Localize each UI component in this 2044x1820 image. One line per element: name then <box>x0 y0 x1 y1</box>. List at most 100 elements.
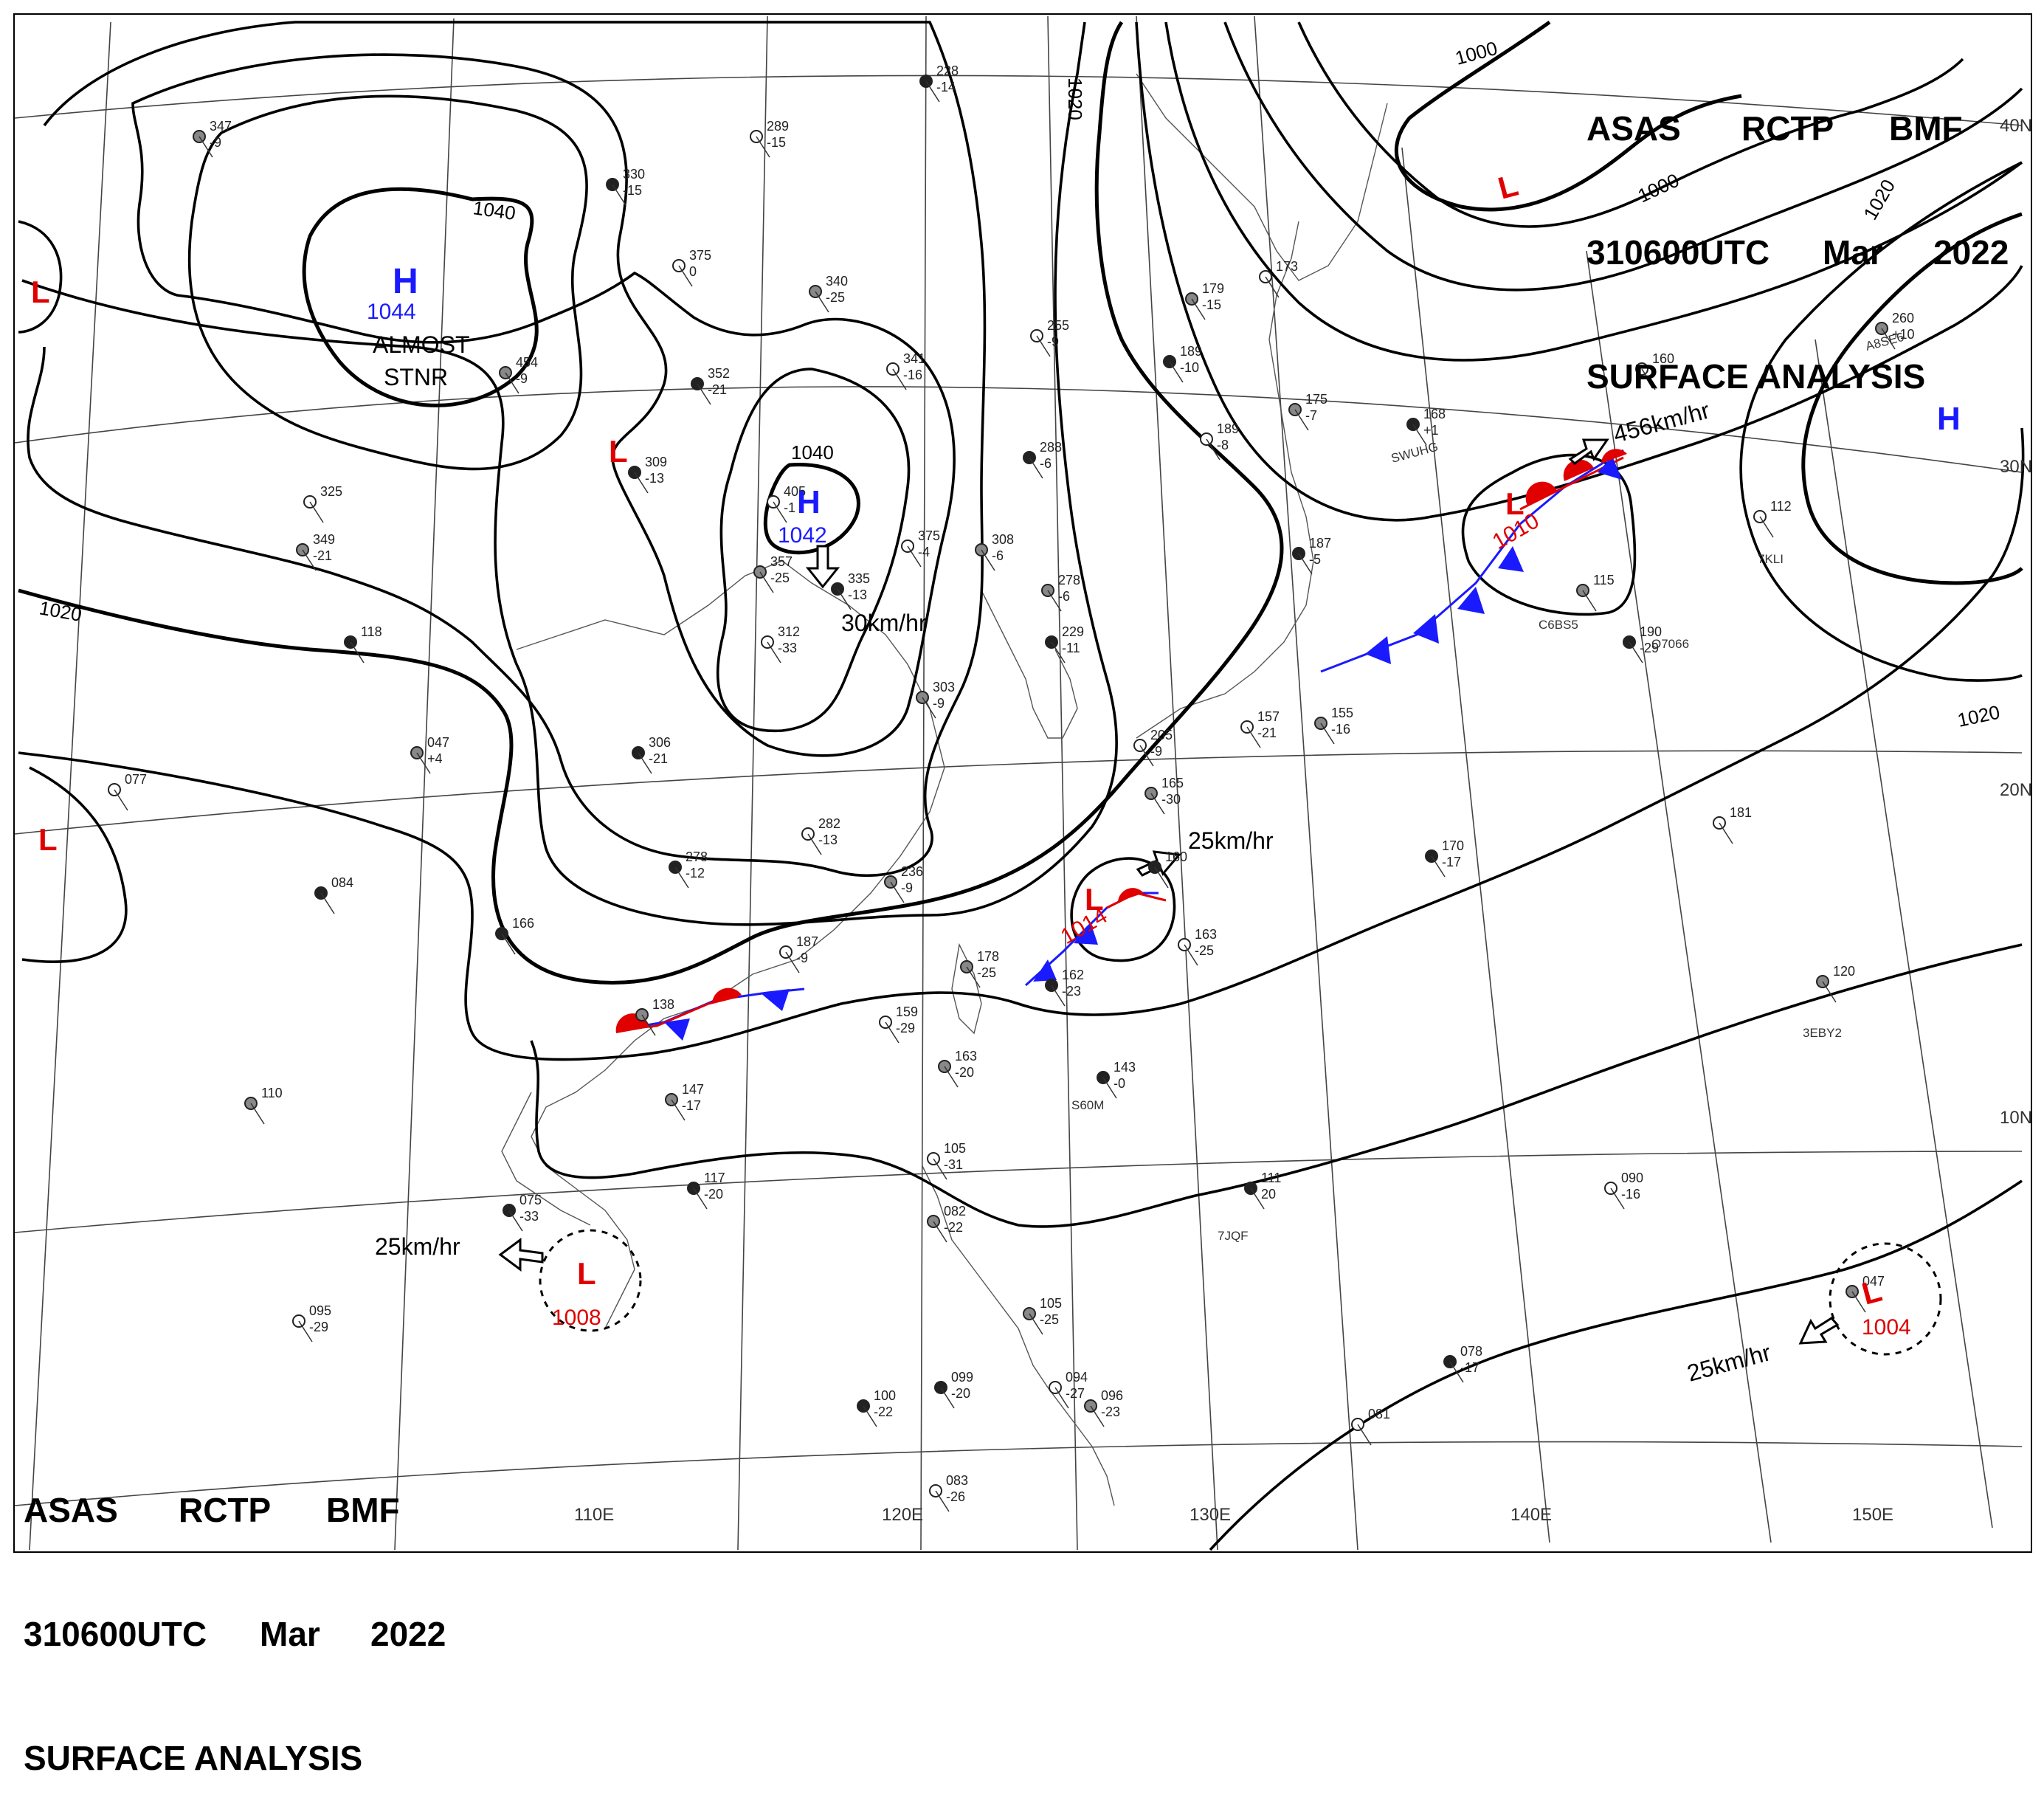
ship-id: S60M <box>1071 1098 1104 1112</box>
wind-barb <box>1582 590 1597 612</box>
station-tendency: -25 <box>1040 1312 1059 1327</box>
low-value: 1008 <box>552 1306 601 1330</box>
station-pressure: 178 <box>977 949 999 964</box>
lon-label: 150E <box>1852 1505 1893 1525</box>
wind-barb <box>1412 424 1427 446</box>
station-tendency: -16 <box>1331 722 1350 737</box>
station-tendency: -5 <box>1309 552 1321 567</box>
isobar-1040-high-west <box>302 187 539 407</box>
station-pressure: 075 <box>519 1193 542 1207</box>
wind-barb <box>1246 726 1261 748</box>
wind-barb <box>885 1021 900 1044</box>
station-tendency: -15 <box>767 135 786 150</box>
station-tendency: -21 <box>1257 725 1277 740</box>
station-pressure: 100 <box>874 1388 896 1403</box>
isobar-1024 <box>21 21 1118 926</box>
wind-barb <box>505 372 519 394</box>
station-tendency: -12 <box>686 866 705 880</box>
station-tendency: -4 <box>918 545 930 559</box>
coast-indochina <box>501 1092 591 1226</box>
station-tendency: -9 <box>210 135 221 150</box>
station-pressure: 084 <box>331 875 353 890</box>
station-tendency: -20 <box>951 1386 970 1401</box>
station-tendency: -20 <box>955 1065 974 1080</box>
station-pressure: 205 <box>1150 728 1173 742</box>
ship-id: 7KLI <box>1758 552 1784 566</box>
header-title: SURFACE ANALYSIS <box>1586 357 1926 396</box>
station-pressure: 110 <box>261 1086 283 1100</box>
coast-russia <box>1136 73 1388 281</box>
isobar-1016-north <box>1135 21 2023 522</box>
station-pressure: 160 <box>1165 849 1187 864</box>
wind-barb <box>309 501 324 523</box>
station-text: 228-14289-15347-9330-153750340-25352-213… <box>125 63 1915 1504</box>
isobar-1012 <box>21 766 128 963</box>
station-pressure: 190 <box>1640 624 1662 639</box>
isobar-1032 <box>131 53 956 757</box>
lon-label: 130E <box>1190 1505 1231 1525</box>
warm-front-mid-bumps <box>1118 888 1144 902</box>
low-symbol: L <box>577 1256 596 1291</box>
station-tendency: -6 <box>1040 456 1052 471</box>
station-pressure: 260 <box>1892 311 1914 325</box>
isobar-1036-mid <box>717 368 911 733</box>
station-pressure: 047 <box>1862 1274 1885 1289</box>
station-tendency: -22 <box>944 1220 963 1235</box>
station-tendency: -26 <box>946 1489 965 1504</box>
station-pressure: 335 <box>848 571 870 586</box>
isobar-label: 1020 <box>38 596 83 626</box>
station-pressure: 303 <box>933 680 955 694</box>
station-pressure: 454 <box>516 355 538 370</box>
wind-barb <box>1610 1188 1625 1210</box>
header-title: SURFACE ANALYSIS <box>24 1739 363 1777</box>
station-pressure: 082 <box>944 1204 966 1218</box>
wind-barb <box>1431 855 1446 878</box>
wind-barb <box>1641 368 1656 390</box>
wind-barb <box>815 291 829 313</box>
header-code: BMF <box>326 1491 400 1529</box>
wind-barb <box>863 1405 877 1427</box>
station-tendency: -13 <box>645 471 664 486</box>
lat-label: 30N <box>2000 457 2032 477</box>
graticule <box>14 15 2023 1551</box>
isobar-1020-main <box>18 21 1284 985</box>
station-pressure: 349 <box>313 532 335 547</box>
wind-barb <box>940 1387 955 1409</box>
station-pressure: 375 <box>689 248 711 263</box>
isobar-1016 <box>18 427 2025 1061</box>
wind-barb <box>1090 1405 1105 1427</box>
meridian-125e <box>1047 15 1078 1551</box>
wind-barb <box>1265 276 1280 298</box>
motion-label: 25km/hr <box>1684 1339 1773 1387</box>
station-pressure: 173 <box>1276 259 1298 274</box>
parallel-0n <box>14 1441 2023 1506</box>
wind-barb <box>1102 1077 1117 1099</box>
wind-barb <box>678 265 693 287</box>
lon-label: 110E <box>574 1505 614 1525</box>
wind-barb <box>250 1103 265 1125</box>
meridian-115e <box>737 15 768 1551</box>
isobar-label: 1020 <box>1064 77 1086 120</box>
grid-labels: 40N 30N 20N 10N 110E 120E 130E 140E 150E <box>574 116 2032 1525</box>
wind-barb <box>981 549 995 571</box>
station-pressure: 330 <box>623 167 645 182</box>
wind-barb <box>693 1188 708 1210</box>
header-line-2: 310600UTC Mar 2022 <box>24 1613 446 1655</box>
wind-barb <box>1054 1387 1069 1409</box>
station-tendency: -29 <box>1640 641 1659 655</box>
station-pressure: 347 <box>210 119 232 134</box>
station-pressure: 165 <box>1161 776 1184 790</box>
station-marks <box>108 75 1896 1512</box>
wind-barb <box>925 80 940 103</box>
station-pressure: 166 <box>512 916 534 931</box>
meridian-145e <box>1586 250 1772 1543</box>
isobar-1028 <box>27 21 987 878</box>
station-pressure: 115 <box>1593 573 1615 587</box>
station-pressure: 163 <box>1195 927 1217 942</box>
station-pressure: 099 <box>951 1370 973 1385</box>
station-pressure: 105 <box>944 1141 966 1156</box>
ship-id: 7JQF <box>1218 1229 1249 1243</box>
station-pressure: 175 <box>1305 392 1327 407</box>
wind-barb <box>1320 723 1335 745</box>
isobar-1008 <box>1223 21 2023 292</box>
